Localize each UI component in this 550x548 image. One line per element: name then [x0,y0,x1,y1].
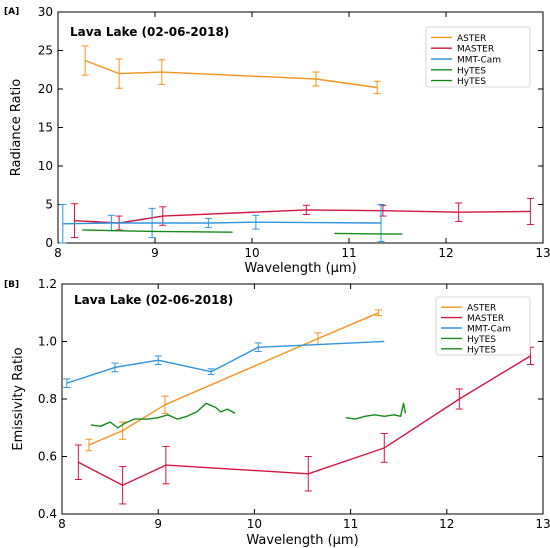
y-axis-label: Radiance Ratio [9,79,24,176]
series-aster [85,309,382,452]
x-tick-label: 10 [244,246,259,260]
legend-label: MMT-Cam [457,56,501,66]
legend-label: HyTES [457,66,486,76]
y-tick-label: 0.6 [38,450,57,464]
series-aster [81,45,381,95]
x-tick-label: 12 [438,246,453,260]
x-tick-label: 10 [247,517,262,531]
x-tick-label: 11 [343,517,358,531]
y-tick-label: 30 [38,5,53,19]
y-tick-label: 5 [45,198,53,212]
panel-label: [B] [4,280,19,290]
y-tick-label: 0.8 [38,392,57,406]
series-hytes [90,402,236,429]
series-line [84,59,378,89]
chart-panel-b: [B] 8 9 10 11 12 13 0.4 0.6 0.8 1.0 1.2 Wavelength (… [4,277,550,548]
x-tick-label: 13 [535,517,550,531]
series-hytes [345,402,407,420]
series-line [88,312,379,446]
series-mmt-cam [59,204,385,244]
legend-label: MMT-Cam [467,325,511,335]
series-line [82,229,233,233]
x-tick-label: 8 [58,517,66,531]
y-tick-label: 0.4 [38,507,57,521]
y-tick-label: 1.2 [38,277,57,291]
legend-box [425,26,531,88]
chart-panel-a: [A] 8 9 10 11 12 13 0 5 10 15 20 25 30 Wavelength (µm)… [4,5,550,276]
y-tick-label: 10 [38,159,53,173]
series-line [345,402,407,420]
x-tick-label: 12 [439,517,454,531]
y-tick-label: 25 [38,44,53,58]
legend-label: ASTER [457,34,486,44]
x-axis-label: Wavelength (µm) [246,533,358,548]
x-tick-label: 13 [535,246,550,260]
x-tick-label: 8 [54,246,62,260]
x-axis-label: Wavelength (µm) [244,261,356,276]
y-tick-label: 20 [38,82,53,96]
y-axis-label: Emissivity Ratio [11,347,26,450]
series-hytes [334,232,403,235]
series-line [66,340,385,384]
panel-label: [A] [4,7,19,17]
legend-label: HyTES [467,335,496,345]
x-tick-label: 9 [154,517,162,531]
series-line [334,232,403,235]
series-hytes [82,229,233,233]
y-tick-label: 1.0 [38,335,57,349]
legend-label: HyTES [457,77,486,87]
series-master [74,346,534,505]
x-tick-label: 11 [341,246,356,260]
chart-title: Lava Lake (02-06-2018) [70,25,229,39]
series-line [90,402,236,429]
legend-box [435,296,531,356]
chart-title: Lava Lake (02-06-2018) [74,293,233,307]
legend-label: HyTES [467,345,496,355]
series-mmt-cam [63,340,385,388]
y-tick-label: 15 [38,121,53,135]
x-tick-label: 9 [151,246,159,260]
y-tick-label: 0 [45,236,53,250]
series-line [78,355,531,486]
legend-label: MASTER [457,45,494,55]
legend-label: MASTER [467,314,504,324]
legend-label: ASTER [467,304,496,314]
series-line [62,221,382,225]
